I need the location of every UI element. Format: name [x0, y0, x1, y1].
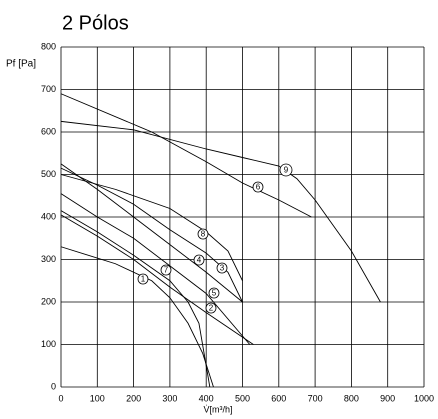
y-tick-label: 300	[41, 254, 56, 264]
y-tick-label: 0	[51, 381, 56, 391]
curve-label-circle	[193, 254, 205, 266]
x-tick-label: 500	[235, 393, 250, 403]
curve-label: 2	[209, 304, 214, 313]
y-tick-label: 200	[41, 296, 56, 306]
curve-label-circle	[197, 228, 209, 240]
curve	[60, 167, 243, 303]
x-tick-label: 400	[199, 393, 214, 403]
x-tick-label: 0	[58, 393, 63, 403]
curve	[60, 246, 214, 388]
y-axis-label: Pf [Pa]	[6, 59, 36, 70]
curve-label: 8	[201, 230, 206, 239]
x-tick-label: 1000	[414, 393, 434, 403]
curve-label-circle	[160, 264, 172, 276]
chart-title: 2 Pólos	[62, 12, 129, 34]
y-tick-label: 800	[41, 41, 56, 51]
x-tick-label: 900	[380, 393, 395, 403]
curve-label-circle	[205, 302, 217, 314]
curve-label: 4	[197, 256, 202, 265]
y-tick-label: 600	[41, 126, 56, 136]
curve	[60, 214, 254, 345]
y-tick-label: 100	[41, 339, 56, 349]
curve-label: 3	[220, 264, 225, 273]
curve	[60, 93, 312, 218]
y-tick-label: 400	[41, 211, 56, 221]
curve-label-circle	[137, 273, 149, 285]
curve	[60, 193, 251, 345]
curve-label-circle	[208, 287, 220, 299]
curve-label: 7	[164, 266, 169, 275]
curve	[60, 174, 243, 281]
curve	[60, 163, 243, 303]
curve-label-circle	[252, 181, 264, 193]
x-tick-label: 800	[344, 393, 359, 403]
y-tick-label: 700	[41, 84, 56, 94]
x-tick-label: 300	[162, 393, 177, 403]
curve-label: 1	[141, 275, 146, 284]
curve-label: 6	[256, 183, 261, 192]
y-tick-label: 500	[41, 169, 56, 179]
curve-label-circle	[279, 163, 293, 177]
curve-label: 9	[284, 166, 289, 175]
x-tick-label: 200	[126, 393, 141, 403]
curve-label-circle	[216, 262, 228, 274]
curve-label: 5	[212, 289, 217, 298]
x-tick-label: 100	[90, 393, 105, 403]
curve	[60, 210, 211, 388]
curve	[60, 120, 381, 303]
x-tick-label: 700	[308, 393, 323, 403]
x-axis-label: V̇[m³/h]	[203, 404, 232, 414]
x-tick-label: 600	[271, 393, 286, 403]
